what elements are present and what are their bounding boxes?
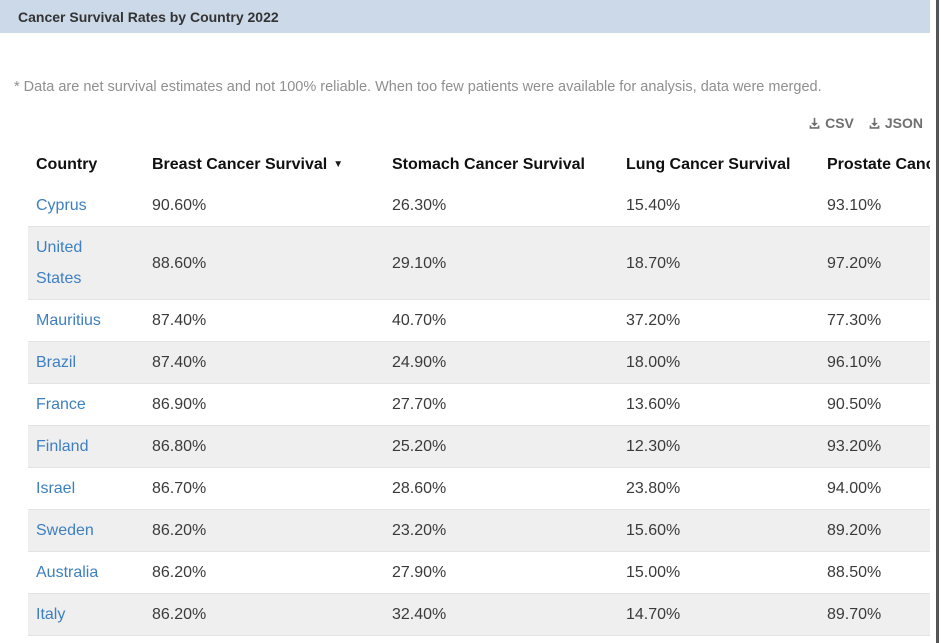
breast-value: 86.20% (152, 564, 207, 581)
page-title: Cancer Survival Rates by Country 2022 (18, 8, 279, 25)
breast-value: 87.40% (152, 354, 207, 371)
table-row: France 86.90% 27.70% 13.60% 90.50% (28, 383, 930, 426)
prostate-value: 96.10% (827, 354, 882, 371)
column-header-country[interactable]: Country (36, 156, 98, 173)
table-row: Italy 86.20% 32.40% 14.70% 89.70% (28, 593, 930, 636)
stomach-value: 27.70% (392, 396, 447, 413)
sort-desc-icon: ▼ (333, 159, 344, 170)
table-row: Sweden 86.20% 23.20% 15.60% 89.20% (28, 509, 930, 552)
download-icon (868, 117, 881, 130)
lung-value: 14.70% (626, 606, 681, 623)
lung-value: 15.60% (626, 522, 681, 539)
breast-value: 86.80% (152, 438, 207, 455)
lung-value: 12.30% (626, 438, 681, 455)
country-link[interactable]: Finland (36, 438, 89, 455)
stomach-value: 23.20% (392, 522, 447, 539)
stomach-value: 25.20% (392, 438, 447, 455)
breast-value: 86.90% (152, 396, 207, 413)
window-edge (936, 0, 939, 643)
column-header-breast-label: Breast Cancer Survival (152, 156, 328, 173)
breast-value: 87.40% (152, 312, 207, 329)
lung-value: 23.80% (626, 480, 681, 497)
breast-value: 86.20% (152, 606, 207, 623)
survival-table: Country Breast Cancer Survival ▼ Stomach … (28, 145, 930, 636)
stomach-value: 29.10% (392, 254, 447, 272)
download-links: CSV JSON (808, 115, 923, 131)
lung-value: 15.40% (626, 197, 681, 214)
download-json-link[interactable]: JSON (868, 115, 923, 131)
download-json-label: JSON (884, 115, 923, 131)
lung-value: 18.70% (626, 254, 681, 272)
prostate-value: 89.20% (827, 522, 882, 539)
table-row: Brazil 87.40% 24.90% 18.00% 96.10% (28, 341, 930, 384)
lung-value: 37.20% (626, 312, 681, 329)
column-header-breast[interactable]: Breast Cancer Survival ▼ (144, 145, 384, 185)
lung-value: 18.00% (626, 354, 681, 371)
stomach-value: 28.60% (392, 480, 447, 497)
table-row: Cyprus 90.60% 26.30% 15.40% 93.10% (28, 185, 930, 227)
prostate-value: 93.20% (827, 438, 882, 455)
breast-value: 86.20% (152, 522, 207, 539)
lung-value: 13.60% (626, 396, 681, 413)
table-row: Israel 86.70% 28.60% 23.80% 94.00% (28, 467, 930, 510)
country-link[interactable]: France (36, 396, 86, 413)
table-header: Country Breast Cancer Survival ▼ Stomach … (28, 145, 930, 185)
prostate-value: 88.50% (827, 564, 882, 581)
breast-value: 86.70% (152, 480, 207, 497)
table-row: Mauritius 87.40% 40.70% 37.20% 77.30% (28, 299, 930, 342)
country-link[interactable]: Mauritius (36, 312, 101, 329)
download-icon (808, 117, 821, 130)
prostate-value: 93.10% (827, 197, 882, 214)
disclaimer-note: * Data are net survival estimates and no… (14, 79, 822, 95)
breast-value: 88.60% (152, 254, 207, 272)
prostate-value: 97.20% (827, 254, 882, 272)
prostate-value: 94.00% (827, 480, 882, 497)
country-link[interactable]: United States (36, 239, 83, 287)
download-csv-link[interactable]: CSV (808, 115, 854, 131)
survival-table-container: Country Breast Cancer Survival ▼ Stomach … (28, 145, 930, 636)
stomach-value: 24.90% (392, 354, 447, 371)
table-header-row: Country Breast Cancer Survival ▼ Stomach … (28, 145, 930, 185)
stomach-value: 40.70% (392, 312, 447, 329)
table-row: Australia 86.20% 27.90% 15.00% 88.50% (28, 551, 930, 594)
country-link[interactable]: Brazil (36, 354, 77, 371)
column-header-prostate[interactable]: Prostate Cancer Survival (827, 156, 930, 173)
download-csv-label: CSV (825, 115, 854, 131)
stomach-value: 26.30% (392, 197, 447, 214)
country-link[interactable]: Cyprus (36, 197, 87, 214)
lung-value: 15.00% (626, 564, 681, 581)
breast-value: 90.60% (152, 197, 207, 214)
table-row: Finland 86.80% 25.20% 12.30% 93.20% (28, 425, 930, 468)
stomach-value: 27.90% (392, 564, 447, 581)
table-body: Cyprus 90.60% 26.30% 15.40% 93.10% Unite… (28, 185, 930, 636)
prostate-value: 89.70% (827, 606, 882, 623)
column-header-stomach[interactable]: Stomach Cancer Survival (392, 156, 585, 173)
prostate-value: 90.50% (827, 396, 882, 413)
country-link[interactable]: Italy (36, 606, 66, 623)
column-header-lung[interactable]: Lung Cancer Survival (626, 156, 791, 173)
country-link[interactable]: Israel (36, 480, 76, 497)
prostate-value: 77.30% (827, 312, 882, 329)
stomach-value: 32.40% (392, 606, 447, 623)
table-row: United States 88.60% 29.10% 18.70% 97.20… (28, 226, 930, 300)
country-link[interactable]: Australia (36, 564, 99, 581)
page-title-bar: Cancer Survival Rates by Country 2022 (0, 0, 930, 33)
country-link[interactable]: Sweden (36, 522, 94, 539)
